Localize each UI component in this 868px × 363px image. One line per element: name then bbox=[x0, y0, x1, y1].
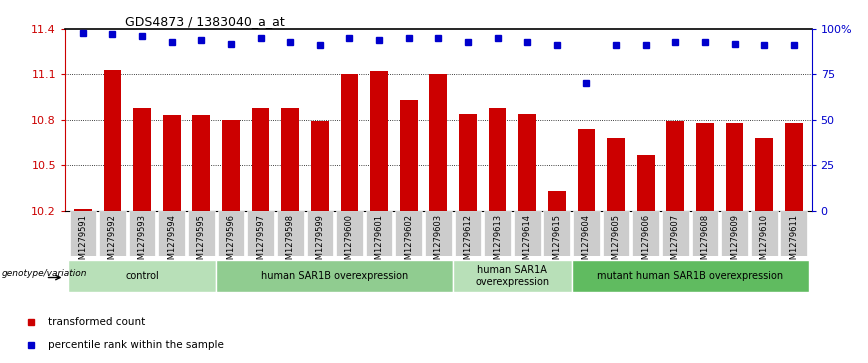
FancyBboxPatch shape bbox=[573, 211, 600, 256]
Text: GSM1279597: GSM1279597 bbox=[256, 214, 265, 270]
Bar bbox=[696, 123, 713, 211]
Text: GSM1279608: GSM1279608 bbox=[700, 214, 709, 270]
FancyBboxPatch shape bbox=[158, 211, 185, 256]
FancyBboxPatch shape bbox=[780, 211, 807, 256]
Bar bbox=[311, 121, 329, 211]
Bar bbox=[726, 123, 744, 211]
Text: GDS4873 / 1383040_a_at: GDS4873 / 1383040_a_at bbox=[125, 15, 285, 28]
FancyBboxPatch shape bbox=[692, 211, 719, 256]
FancyBboxPatch shape bbox=[306, 211, 333, 256]
Text: GSM1279607: GSM1279607 bbox=[671, 214, 680, 270]
FancyBboxPatch shape bbox=[514, 211, 541, 256]
Text: mutant human SAR1B overexpression: mutant human SAR1B overexpression bbox=[597, 271, 783, 281]
FancyBboxPatch shape bbox=[247, 211, 274, 256]
Bar bbox=[400, 100, 418, 211]
Text: GSM1279594: GSM1279594 bbox=[168, 214, 176, 270]
FancyBboxPatch shape bbox=[128, 211, 155, 256]
Bar bbox=[489, 108, 506, 211]
FancyBboxPatch shape bbox=[543, 211, 570, 256]
Text: percentile rank within the sample: percentile rank within the sample bbox=[48, 340, 223, 350]
Text: GSM1279595: GSM1279595 bbox=[197, 214, 206, 270]
FancyBboxPatch shape bbox=[69, 211, 96, 256]
Bar bbox=[281, 108, 299, 211]
Text: GSM1279615: GSM1279615 bbox=[552, 214, 562, 270]
Text: genotype/variation: genotype/variation bbox=[1, 269, 87, 278]
FancyBboxPatch shape bbox=[99, 211, 126, 256]
Text: transformed count: transformed count bbox=[48, 317, 145, 327]
Text: human SAR1A
overexpression: human SAR1A overexpression bbox=[476, 265, 549, 287]
Bar bbox=[430, 74, 447, 211]
Text: GSM1279603: GSM1279603 bbox=[434, 214, 443, 270]
Bar bbox=[340, 74, 358, 211]
FancyBboxPatch shape bbox=[662, 211, 688, 256]
FancyBboxPatch shape bbox=[68, 260, 216, 292]
Text: GSM1279598: GSM1279598 bbox=[286, 214, 295, 270]
Bar bbox=[74, 209, 92, 211]
FancyBboxPatch shape bbox=[633, 211, 659, 256]
Text: GSM1279614: GSM1279614 bbox=[523, 214, 532, 270]
Text: GSM1279606: GSM1279606 bbox=[641, 214, 650, 270]
Text: human SAR1B overexpression: human SAR1B overexpression bbox=[261, 271, 408, 281]
Text: GSM1279596: GSM1279596 bbox=[227, 214, 235, 270]
Bar bbox=[785, 123, 803, 211]
Text: GSM1279610: GSM1279610 bbox=[760, 214, 769, 270]
Text: GSM1279602: GSM1279602 bbox=[404, 214, 413, 270]
Text: GSM1279604: GSM1279604 bbox=[582, 214, 591, 270]
FancyBboxPatch shape bbox=[484, 211, 511, 256]
FancyBboxPatch shape bbox=[602, 211, 629, 256]
Text: GSM1279593: GSM1279593 bbox=[138, 214, 147, 270]
FancyBboxPatch shape bbox=[336, 211, 363, 256]
Text: GSM1279609: GSM1279609 bbox=[730, 214, 739, 270]
Bar bbox=[667, 121, 684, 211]
Bar bbox=[518, 114, 536, 211]
Text: GSM1279601: GSM1279601 bbox=[375, 214, 384, 270]
Text: GSM1279605: GSM1279605 bbox=[612, 214, 621, 270]
FancyBboxPatch shape bbox=[751, 211, 778, 256]
FancyBboxPatch shape bbox=[188, 211, 214, 256]
Text: GSM1279613: GSM1279613 bbox=[493, 214, 502, 270]
FancyBboxPatch shape bbox=[721, 211, 748, 256]
FancyBboxPatch shape bbox=[396, 211, 422, 256]
Bar bbox=[193, 115, 210, 211]
Bar bbox=[459, 114, 477, 211]
FancyBboxPatch shape bbox=[453, 260, 572, 292]
FancyBboxPatch shape bbox=[572, 260, 809, 292]
Text: GSM1279599: GSM1279599 bbox=[315, 214, 325, 270]
Bar bbox=[608, 138, 625, 211]
Bar bbox=[222, 120, 240, 211]
Text: GSM1279600: GSM1279600 bbox=[345, 214, 354, 270]
Bar bbox=[577, 129, 595, 211]
Text: GSM1279591: GSM1279591 bbox=[78, 214, 88, 270]
FancyBboxPatch shape bbox=[425, 211, 451, 256]
Text: control: control bbox=[125, 271, 159, 281]
Text: GSM1279592: GSM1279592 bbox=[108, 214, 117, 270]
Bar bbox=[371, 72, 388, 211]
Bar bbox=[103, 70, 122, 211]
Text: GSM1279612: GSM1279612 bbox=[464, 214, 472, 270]
Bar bbox=[755, 138, 773, 211]
FancyBboxPatch shape bbox=[218, 211, 244, 256]
FancyBboxPatch shape bbox=[216, 260, 453, 292]
Bar bbox=[133, 108, 151, 211]
Bar bbox=[637, 155, 654, 211]
Bar bbox=[252, 108, 269, 211]
Bar bbox=[163, 115, 181, 211]
FancyBboxPatch shape bbox=[277, 211, 304, 256]
FancyBboxPatch shape bbox=[365, 211, 392, 256]
Bar bbox=[548, 191, 566, 211]
FancyBboxPatch shape bbox=[455, 211, 481, 256]
Text: GSM1279611: GSM1279611 bbox=[789, 214, 799, 270]
